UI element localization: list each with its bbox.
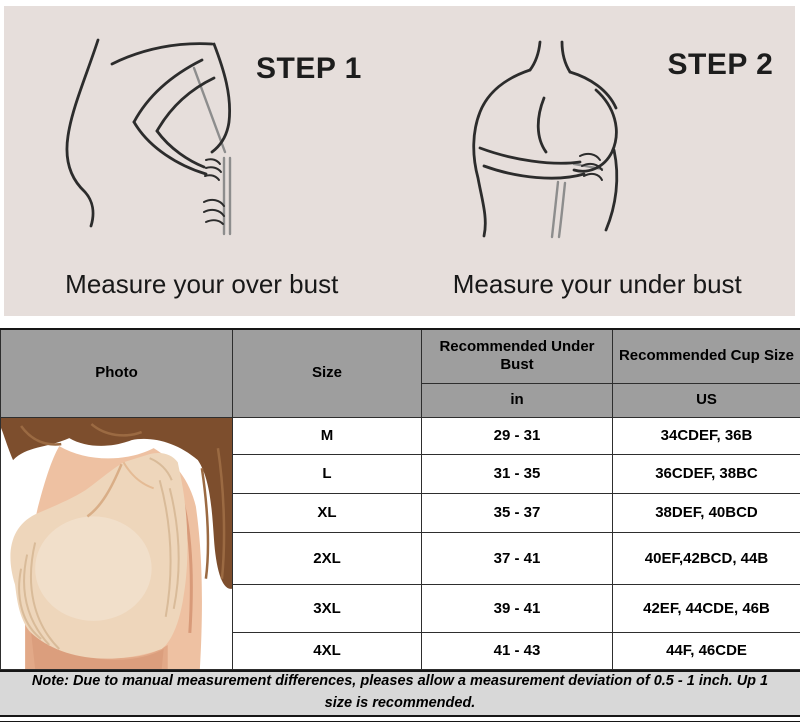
cup-size-cell: 42EF, 44CDE, 46B [612,583,800,633]
step2-label: STEP 2 [667,48,774,81]
header-cup-size: Recommended Cup Size [612,328,800,384]
size-cell: 3XL [232,583,422,633]
size-cell: 2XL [232,531,422,585]
table-row: 3XL 39 - 41 42EF, 44CDE, 46B [1,583,800,633]
step2-caption: Measure your under bust [452,269,742,299]
under-bust-cell: 31 - 35 [421,453,613,494]
size-cell: 4XL [232,631,422,670]
header-size: Size [232,328,422,418]
step1-overbust-illustration [65,38,232,236]
size-cell: XL [232,492,422,533]
header-photo: Photo [0,328,233,418]
measurement-note: Note: Due to manual measurement differen… [0,669,800,717]
under-bust-cell: 37 - 41 [421,531,613,585]
step1-label: STEP 1 [256,52,362,85]
product-photo [1,418,232,669]
cup-size-cell: 38DEF, 40BCD [612,492,800,533]
measurement-guide-panel: STEP 1 Measure your over bust [4,6,795,316]
under-bust-cell: 29 - 31 [421,416,613,455]
cup-size-cell: 36CDEF, 38BC [612,453,800,494]
next-section-strip [0,720,800,722]
table-row: 4XL 41 - 43 44F, 46CDE [1,631,800,670]
under-bust-cell: 39 - 41 [421,583,613,633]
step2-underbust-illustration [471,40,618,239]
size-cell: L [232,453,422,494]
header-under-bust: Recommended Under Bust [421,328,613,384]
table-row: L 31 - 35 36CDEF, 38BC [1,453,800,494]
cup-size-cell: 34CDEF, 36B [612,416,800,455]
cup-size-cell: 44F, 46CDE [612,631,800,670]
product-photo-cell [0,416,233,670]
header-unit-in: in [421,382,613,418]
step2-section: STEP 2 Measure your under bust [400,6,796,316]
header-unit-us: US [612,382,800,418]
step1-caption: Measure your over bust [65,269,339,299]
table-row: M 29 - 31 34CDEF, 36B [0,416,800,670]
cup-size-cell: 40EF,42BCD, 44B [612,531,800,585]
table-row: 2XL 37 - 41 40EF,42BCD, 44B [1,531,800,585]
size-cell: M [232,416,422,455]
size-table: Photo Size Recommended Under Bust Recomm… [0,328,800,670]
under-bust-cell: 41 - 43 [421,631,613,670]
step1-section: STEP 1 Measure your over bust [4,6,400,316]
measurement-guide: STEP 1 Measure your over bust [0,6,800,328]
under-bust-cell: 35 - 37 [421,492,613,533]
